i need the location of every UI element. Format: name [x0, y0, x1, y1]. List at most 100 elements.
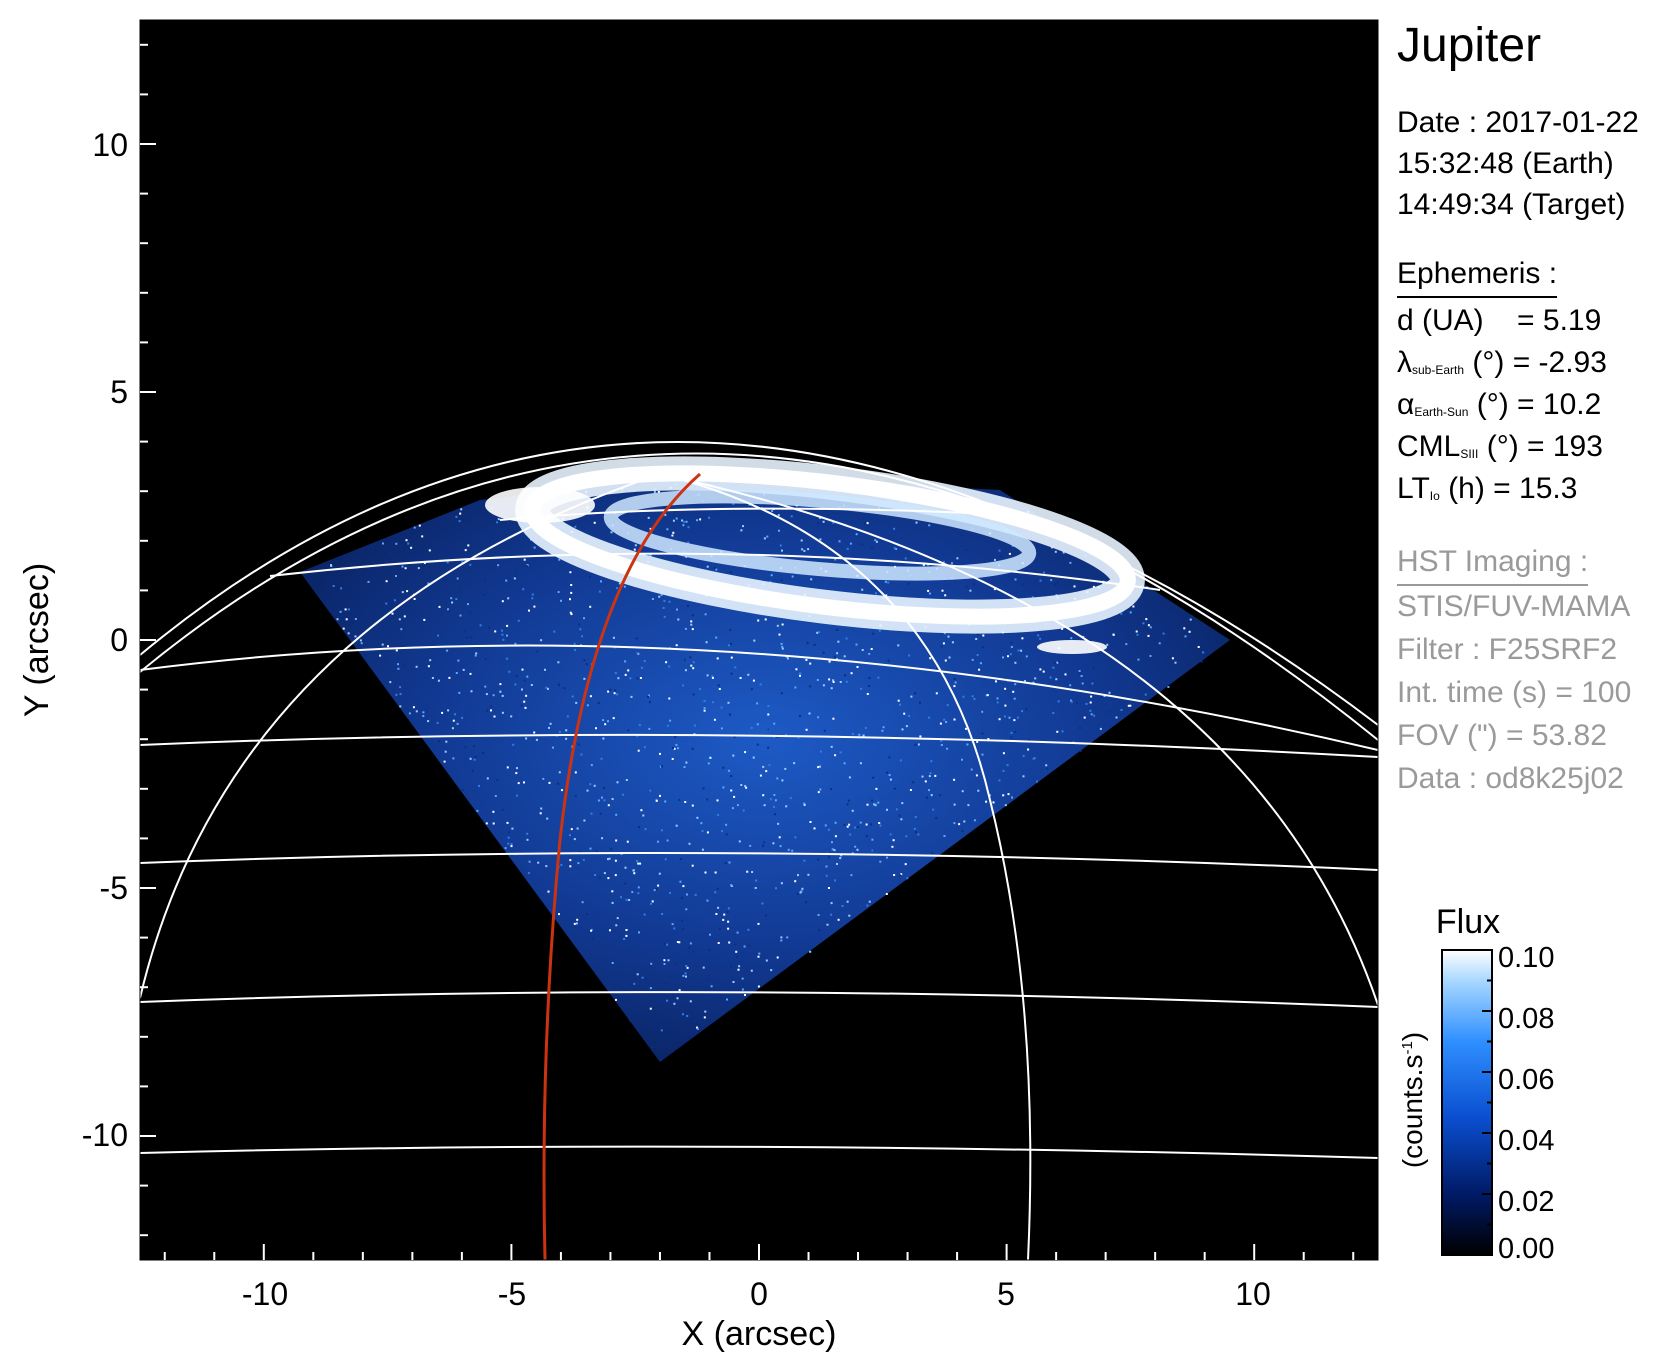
noise-speck	[863, 522, 866, 525]
noise-speck	[754, 887, 757, 889]
noise-speck	[1036, 780, 1038, 783]
noise-speck	[669, 891, 671, 894]
noise-speck	[413, 526, 416, 529]
target-name: Jupiter	[1397, 19, 1542, 72]
noise-speck	[864, 726, 867, 729]
noise-speck	[458, 691, 461, 694]
noise-speck	[877, 676, 880, 679]
noise-speck	[1183, 627, 1186, 630]
noise-speck	[681, 896, 684, 899]
noise-speck	[858, 733, 861, 736]
y-tick-label: 10	[92, 127, 128, 163]
noise-speck	[709, 756, 712, 759]
noise-speck	[595, 850, 598, 853]
noise-speck	[789, 797, 792, 800]
noise-speck	[946, 747, 949, 750]
noise-speck	[631, 891, 634, 894]
noise-speck	[616, 693, 619, 696]
noise-speck	[367, 580, 370, 583]
noise-speck	[678, 799, 681, 801]
noise-speck	[728, 941, 731, 944]
noise-speck	[762, 765, 765, 768]
noise-speck	[573, 838, 576, 841]
noise-speck	[511, 827, 514, 830]
noise-speck	[1080, 675, 1083, 677]
noise-speck	[501, 694, 504, 697]
noise-speck	[336, 618, 339, 621]
noise-speck	[1070, 637, 1073, 640]
noise-speck	[685, 761, 688, 764]
noise-speck	[973, 698, 976, 700]
noise-speck	[540, 639, 543, 642]
noise-speck	[359, 639, 362, 642]
noise-speck	[791, 849, 794, 852]
noise-speck	[834, 821, 837, 824]
noise-speck	[443, 760, 446, 763]
noise-speck	[515, 772, 518, 775]
noise-speck	[722, 786, 725, 789]
noise-speck	[703, 700, 706, 702]
noise-speck	[570, 828, 573, 831]
noise-speck	[941, 589, 944, 592]
noise-speck	[501, 629, 503, 632]
noise-speck	[590, 764, 593, 767]
noise-speck	[799, 674, 801, 677]
noise-speck	[467, 544, 470, 547]
noise-speck	[1053, 661, 1056, 664]
noise-speck	[774, 799, 777, 802]
noise-speck	[763, 537, 766, 540]
noise-speck	[1056, 581, 1059, 584]
noise-speck	[1073, 585, 1076, 588]
noise-speck	[818, 631, 821, 634]
noise-speck	[643, 746, 646, 749]
noise-speck	[558, 771, 561, 774]
noise-speck	[676, 941, 679, 943]
noise-speck	[717, 813, 720, 816]
noise-speck	[699, 518, 702, 521]
noise-speck	[455, 598, 458, 601]
noise-speck	[917, 833, 920, 836]
noise-speck	[598, 590, 601, 593]
noise-speck	[908, 714, 911, 717]
noise-speck	[767, 713, 770, 716]
noise-speck	[770, 969, 773, 972]
noise-speck	[593, 521, 596, 524]
noise-speck	[819, 765, 821, 768]
integration-time: Int. time (s) = 100	[1397, 676, 1632, 709]
noise-speck	[963, 820, 966, 823]
noise-speck	[793, 762, 796, 765]
noise-speck	[736, 804, 739, 807]
noise-speck	[1061, 627, 1064, 630]
noise-speck	[707, 762, 710, 765]
noise-speck	[660, 1029, 663, 1032]
noise-speck	[342, 627, 345, 630]
noise-speck	[1144, 693, 1147, 696]
noise-speck	[686, 893, 688, 896]
noise-speck	[781, 645, 784, 648]
noise-speck	[874, 803, 877, 806]
noise-speck	[805, 901, 808, 904]
noise-speck	[379, 654, 382, 657]
noise-speck	[826, 923, 829, 926]
noise-speck	[794, 686, 797, 689]
noise-speck	[469, 757, 472, 760]
noise-speck	[1083, 716, 1086, 719]
noise-speck	[807, 873, 810, 876]
noise-speck	[615, 924, 618, 927]
noise-speck	[1050, 579, 1053, 582]
noise-speck	[517, 782, 520, 785]
noise-speck	[723, 913, 726, 916]
noise-speck	[872, 776, 875, 779]
noise-speck	[1010, 731, 1013, 734]
noise-speck	[528, 860, 531, 863]
noise-speck	[454, 713, 456, 716]
noise-speck	[452, 719, 455, 722]
noise-speck	[780, 642, 783, 645]
noise-speck	[943, 835, 946, 837]
noise-speck	[720, 727, 723, 730]
noise-speck	[347, 632, 350, 635]
noise-speck	[862, 734, 865, 737]
noise-speck	[1006, 764, 1009, 767]
noise-speck	[967, 804, 970, 807]
noise-speck	[347, 608, 350, 611]
